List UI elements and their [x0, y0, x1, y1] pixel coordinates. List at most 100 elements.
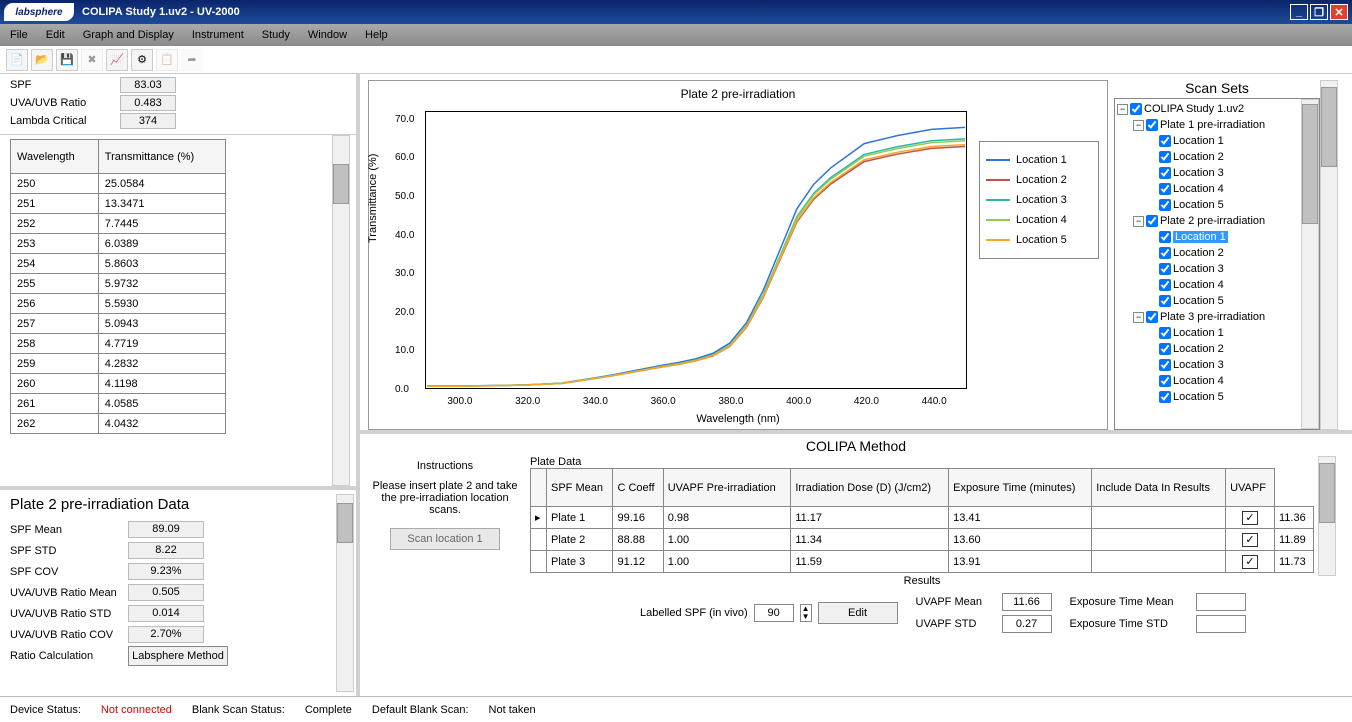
minimize-button[interactable]: _ — [1290, 4, 1308, 20]
tree-location[interactable]: Location 5 — [1173, 199, 1224, 211]
tree-checkbox[interactable] — [1159, 183, 1171, 195]
spf-label: SPF — [10, 79, 120, 91]
table-row[interactable]: 2565.5930 — [11, 294, 226, 314]
tree-root[interactable]: COLIPA Study 1.uv2 — [1144, 103, 1244, 115]
table-row[interactable]: 2527.7445 — [11, 214, 226, 234]
stat-value: 9.23% — [128, 563, 204, 580]
table-row[interactable]: ▸Plate 199.160.9811.1713.41✓11.36 — [531, 507, 1314, 529]
delete-icon[interactable]: ✖ — [81, 49, 103, 71]
tree-checkbox[interactable] — [1159, 327, 1171, 339]
menu-window[interactable]: Window — [308, 29, 347, 41]
expand-icon[interactable]: − — [1133, 216, 1144, 227]
tree-plate[interactable]: Plate 2 pre-irradiation — [1160, 215, 1265, 227]
tree-checkbox[interactable] — [1159, 295, 1171, 307]
table-row[interactable]: Plate 391.121.0011.5913.91✓11.73 — [531, 551, 1314, 573]
chartrow-scrollbar[interactable] — [1320, 80, 1338, 430]
table-row[interactable]: 2594.2832 — [11, 354, 226, 374]
labelled-spf-input[interactable] — [754, 604, 794, 622]
tree-checkbox[interactable] — [1159, 391, 1171, 403]
scan-sets-panel: Scan Sets −COLIPA Study 1.uv2−Plate 1 pr… — [1114, 80, 1320, 430]
tree-scrollbar[interactable] — [1301, 99, 1319, 429]
tree-location[interactable]: Location 1 — [1173, 231, 1228, 243]
tree-checkbox[interactable] — [1146, 311, 1158, 323]
tree-location[interactable]: Location 4 — [1173, 375, 1224, 387]
settings-icon[interactable]: ⚙ — [131, 49, 153, 71]
exp-std-label: Exposure Time STD — [1070, 618, 1190, 630]
expand-icon[interactable]: − — [1133, 312, 1144, 323]
tree-checkbox[interactable] — [1159, 359, 1171, 371]
export-icon[interactable]: ➦ — [181, 49, 203, 71]
spinner-icon[interactable]: ▲▼ — [800, 604, 812, 622]
expand-icon[interactable]: − — [1133, 120, 1144, 131]
menu-file[interactable]: File — [10, 29, 28, 41]
wavelength-table[interactable]: WavelengthTransmittance (%)25025.0584251… — [10, 139, 226, 434]
tree-location[interactable]: Location 2 — [1173, 343, 1224, 355]
tree-location[interactable]: Location 3 — [1173, 167, 1224, 179]
scan-location-button[interactable]: Scan location 1 — [390, 528, 500, 550]
tree-checkbox[interactable] — [1159, 167, 1171, 179]
tree-checkbox[interactable] — [1130, 103, 1142, 115]
tree-location[interactable]: Location 2 — [1173, 247, 1224, 259]
tree-checkbox[interactable] — [1159, 375, 1171, 387]
tree-location[interactable]: Location 5 — [1173, 295, 1224, 307]
menu-edit[interactable]: Edit — [46, 29, 65, 41]
table-row[interactable]: 25113.3471 — [11, 194, 226, 214]
chart-icon[interactable]: 📈 — [106, 49, 128, 71]
edit-button[interactable]: Edit — [818, 602, 898, 624]
checkbox-icon[interactable]: ✓ — [1242, 511, 1257, 525]
save-icon[interactable]: 💾 — [56, 49, 78, 71]
close-button[interactable]: ✕ — [1330, 4, 1348, 20]
tree-checkbox[interactable] — [1159, 247, 1171, 259]
menu-help[interactable]: Help — [365, 29, 388, 41]
menu-graph-and-display[interactable]: Graph and Display — [83, 29, 174, 41]
table-row[interactable]: 25025.0584 — [11, 174, 226, 194]
tree-location[interactable]: Location 2 — [1173, 151, 1224, 163]
tree-checkbox[interactable] — [1159, 231, 1171, 243]
tree-checkbox[interactable] — [1159, 199, 1171, 211]
wavelength-table-panel: WavelengthTransmittance (%)25025.0584251… — [0, 135, 356, 486]
table-row[interactable]: 2536.0389 — [11, 234, 226, 254]
tree-location[interactable]: Location 3 — [1173, 359, 1224, 371]
tree-location[interactable]: Location 4 — [1173, 279, 1224, 291]
menu-study[interactable]: Study — [262, 29, 290, 41]
open-icon[interactable]: 📂 — [31, 49, 53, 71]
lower-scrollbar[interactable] — [336, 494, 354, 692]
new-icon[interactable]: 📄 — [6, 49, 28, 71]
x-tick: 320.0 — [515, 396, 540, 407]
tree-checkbox[interactable] — [1159, 135, 1171, 147]
method-scrollbar[interactable] — [1318, 456, 1336, 576]
tree-location[interactable]: Location 5 — [1173, 391, 1224, 403]
legend-item: Location 3 — [986, 190, 1092, 210]
tree-location[interactable]: Location 1 — [1173, 135, 1224, 147]
table-row[interactable]: 2604.1198 — [11, 374, 226, 394]
tree-checkbox[interactable] — [1146, 119, 1158, 131]
tree-plate[interactable]: Plate 1 pre-irradiation — [1160, 119, 1265, 131]
expand-icon[interactable]: − — [1117, 104, 1128, 115]
tree-checkbox[interactable] — [1159, 279, 1171, 291]
tree-location[interactable]: Location 3 — [1173, 263, 1224, 275]
tree-checkbox[interactable] — [1146, 215, 1158, 227]
table-row[interactable]: 2575.0943 — [11, 314, 226, 334]
table-row[interactable]: 2545.8603 — [11, 254, 226, 274]
ratio-calc-button[interactable]: Labsphere Method — [128, 646, 228, 666]
stat-value: 89.09 — [128, 521, 204, 538]
notes-icon[interactable]: 📋 — [156, 49, 178, 71]
tree-plate[interactable]: Plate 3 pre-irradiation — [1160, 311, 1265, 323]
left-scrollbar[interactable] — [332, 135, 350, 486]
table-row[interactable]: 2624.0432 — [11, 414, 226, 434]
table-row[interactable]: 2584.7719 — [11, 334, 226, 354]
tree-checkbox[interactable] — [1159, 263, 1171, 275]
plate-data-table[interactable]: SPF MeanC CoeffUVAPF Pre-irradiationIrra… — [530, 468, 1314, 573]
tree-location[interactable]: Location 4 — [1173, 183, 1224, 195]
table-row[interactable]: 2614.0585 — [11, 394, 226, 414]
maximize-button[interactable]: ❐ — [1310, 4, 1328, 20]
checkbox-icon[interactable]: ✓ — [1242, 555, 1257, 569]
tree-location[interactable]: Location 1 — [1173, 327, 1224, 339]
tree-checkbox[interactable] — [1159, 343, 1171, 355]
scan-sets-tree[interactable]: −COLIPA Study 1.uv2−Plate 1 pre-irradiat… — [1114, 98, 1320, 430]
tree-checkbox[interactable] — [1159, 151, 1171, 163]
menu-instrument[interactable]: Instrument — [192, 29, 244, 41]
table-row[interactable]: 2555.9732 — [11, 274, 226, 294]
checkbox-icon[interactable]: ✓ — [1242, 533, 1257, 547]
table-row[interactable]: Plate 288.881.0011.3413.60✓11.89 — [531, 529, 1314, 551]
